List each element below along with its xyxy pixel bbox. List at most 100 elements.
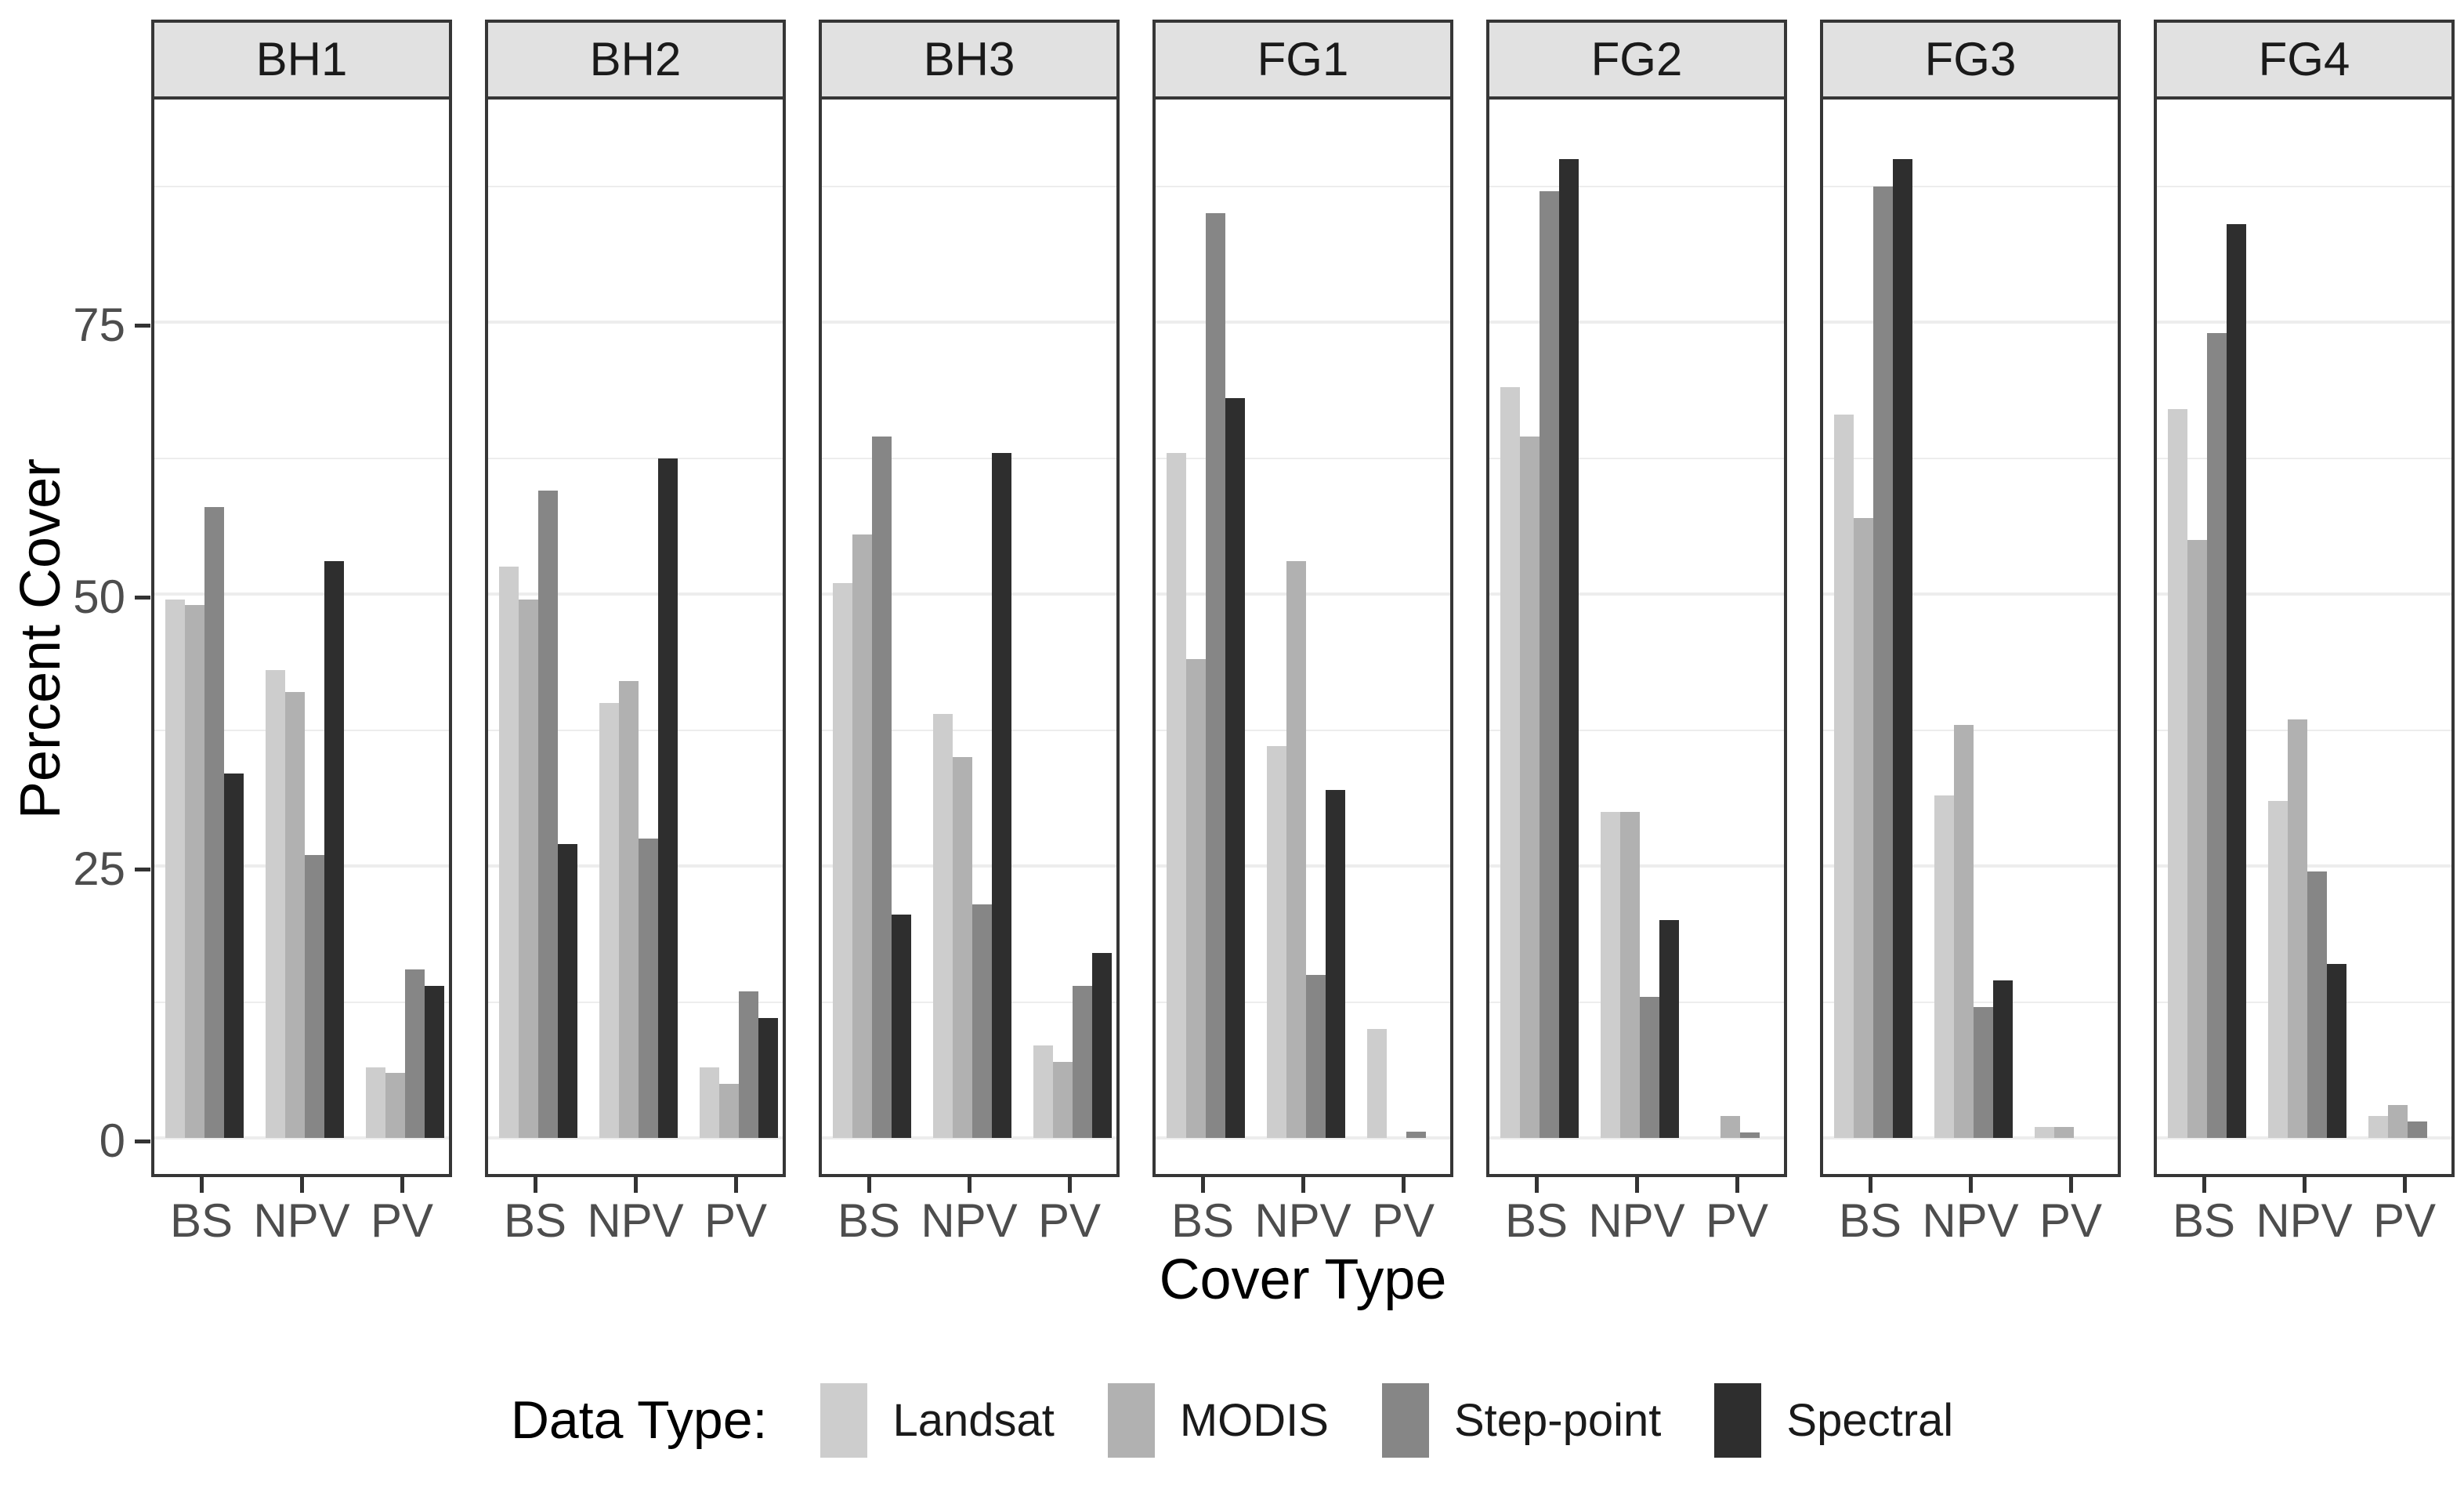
x-tick-mark xyxy=(867,1177,871,1193)
x-axis-title: Cover Type xyxy=(1159,1248,1447,1311)
x-tick-mark xyxy=(1068,1177,1072,1193)
bar-FG3-BS-Step-point xyxy=(1873,186,1893,1138)
legend-swatch-step-point xyxy=(1381,1382,1429,1458)
gridline-major xyxy=(822,592,1116,596)
x-tick-mark xyxy=(2403,1177,2407,1193)
x-tick-mark xyxy=(1201,1177,1205,1193)
x-tick-mark xyxy=(2202,1177,2206,1193)
bar-FG3-NPV-MODIS xyxy=(1954,724,1974,1138)
bar-FG2-PV-Step-point xyxy=(1740,1132,1760,1138)
gridline-minor xyxy=(154,185,449,187)
y-tick-label: 75 xyxy=(73,299,125,351)
facet-strip: BH3 xyxy=(819,20,1120,100)
bar-FG1-BS-Landsat xyxy=(1167,452,1186,1138)
x-tick-label-BH3-NPV: NPV xyxy=(921,1194,1018,1247)
bar-BH2-BS-Spectral xyxy=(558,844,577,1138)
bar-FG2-NPV-MODIS xyxy=(1620,811,1640,1138)
gridline-major xyxy=(2157,592,2451,596)
x-tick-label-FG2-NPV: NPV xyxy=(1588,1194,1685,1247)
bar-FG4-BS-Spectral xyxy=(2227,224,2246,1138)
bar-FG1-PV-Step-point xyxy=(1406,1131,1426,1138)
x-tick-mark xyxy=(1969,1177,1973,1193)
x-tick-label-FG4-BS: BS xyxy=(2172,1194,2236,1247)
bar-BH2-PV-Landsat xyxy=(700,1067,719,1138)
gridline-major xyxy=(2157,321,2451,324)
legend-label-spectral: Spectral xyxy=(1786,1394,1954,1446)
bar-BH1-PV-Landsat xyxy=(366,1067,385,1138)
bar-BH2-PV-MODIS xyxy=(719,1083,739,1138)
facet-FG1: FG1 xyxy=(1152,20,1453,1177)
gridline-minor xyxy=(1823,185,2118,187)
x-tick-label-BH3-BS: BS xyxy=(837,1194,901,1247)
gridline-major xyxy=(1823,321,2118,324)
bar-BH3-BS-Step-point xyxy=(872,436,892,1138)
x-tick-label-FG4-PV: PV xyxy=(2372,1194,2437,1247)
bar-FG4-NPV-Spectral xyxy=(2327,963,2346,1138)
facet-FG4: FG4 xyxy=(2154,20,2455,1177)
legend-swatch-landsat xyxy=(820,1382,868,1458)
bar-BH3-PV-Landsat xyxy=(1033,1045,1053,1138)
bar-BH3-NPV-Step-point xyxy=(972,904,992,1138)
panel-plot-area-FG4 xyxy=(2154,100,2455,1177)
x-tick-label-BH2-PV: PV xyxy=(704,1194,768,1247)
y-tick-label: 50 xyxy=(73,571,125,623)
gridline-minor xyxy=(1156,185,1450,187)
y-tick-label: 25 xyxy=(73,842,125,895)
gridline-major xyxy=(1489,592,1784,596)
bar-FG2-BS-Step-point xyxy=(1540,191,1559,1138)
bar-BH3-NPV-Landsat xyxy=(933,713,953,1138)
y-tick-mark xyxy=(135,868,150,871)
bar-BH2-NPV-MODIS xyxy=(619,681,639,1138)
x-tick-mark xyxy=(1869,1177,1872,1193)
x-tick-label-BH2-BS: BS xyxy=(503,1194,567,1247)
x-tick-mark xyxy=(968,1177,971,1193)
bar-FG4-NPV-MODIS xyxy=(2288,719,2307,1138)
gridline-minor xyxy=(1489,185,1784,187)
x-tick-label-FG1-BS: BS xyxy=(1170,1194,1235,1247)
x-tick-label-BH1-BS: BS xyxy=(169,1194,233,1247)
gridline-minor xyxy=(822,729,1116,731)
facet-strip-label: FG1 xyxy=(1257,33,1349,85)
bar-FG1-NPV-Landsat xyxy=(1267,746,1286,1138)
bar-BH1-BS-Landsat xyxy=(165,599,185,1138)
legend-title: Data Type: xyxy=(510,1390,768,1450)
x-tick-label-FG2-PV: PV xyxy=(1705,1194,1769,1247)
bar-BH1-BS-Step-point xyxy=(204,506,224,1138)
bar-BH1-PV-Step-point xyxy=(405,969,425,1138)
facet-row: BH1 BH2 BH3 FG1 FG2 FG3 FG4 xyxy=(151,20,2455,1177)
gridline-major xyxy=(1489,321,1784,324)
facet-strip-label: BH2 xyxy=(589,33,682,85)
bar-BH3-PV-Spectral xyxy=(1092,953,1112,1138)
x-tick-mark xyxy=(534,1177,537,1193)
bar-BH3-BS-Landsat xyxy=(833,583,852,1138)
gridline-minor xyxy=(822,185,1116,187)
bar-BH2-PV-Step-point xyxy=(739,991,758,1138)
gridline-minor xyxy=(1489,457,1784,459)
bar-FG2-BS-Landsat xyxy=(1500,387,1520,1138)
bar-BH3-PV-Step-point xyxy=(1073,985,1092,1138)
gridline-minor xyxy=(1489,729,1784,731)
bar-FG1-NPV-MODIS xyxy=(1286,561,1306,1138)
bar-BH1-PV-MODIS xyxy=(385,1072,405,1138)
x-tick-mark xyxy=(634,1177,638,1193)
bar-FG4-NPV-Landsat xyxy=(2268,800,2288,1138)
gridline-major xyxy=(154,321,449,324)
legend-label-step-point: Step-point xyxy=(1453,1394,1662,1446)
bar-FG2-PV-MODIS xyxy=(1720,1116,1740,1138)
bar-FG4-PV-Landsat xyxy=(2368,1116,2388,1138)
panel-plot-area-FG1 xyxy=(1152,100,1453,1177)
x-tick-label-BH1-NPV: NPV xyxy=(253,1194,350,1247)
gridline-major xyxy=(154,1136,449,1139)
bar-FG4-BS-Step-point xyxy=(2207,332,2227,1138)
bar-FG4-NPV-Step-point xyxy=(2307,871,2327,1138)
facet-BH2: BH2 xyxy=(485,20,786,1177)
x-tick-label-FG1-PV: PV xyxy=(1371,1194,1435,1247)
bar-BH1-NPV-MODIS xyxy=(285,691,305,1138)
bar-FG2-NPV-Landsat xyxy=(1601,811,1620,1138)
bar-FG3-PV-Landsat xyxy=(2035,1127,2054,1138)
x-tick-mark xyxy=(734,1177,738,1193)
bar-FG2-BS-MODIS xyxy=(1520,436,1540,1138)
bar-BH2-BS-Landsat xyxy=(499,567,519,1138)
gridline-minor xyxy=(2157,185,2451,187)
